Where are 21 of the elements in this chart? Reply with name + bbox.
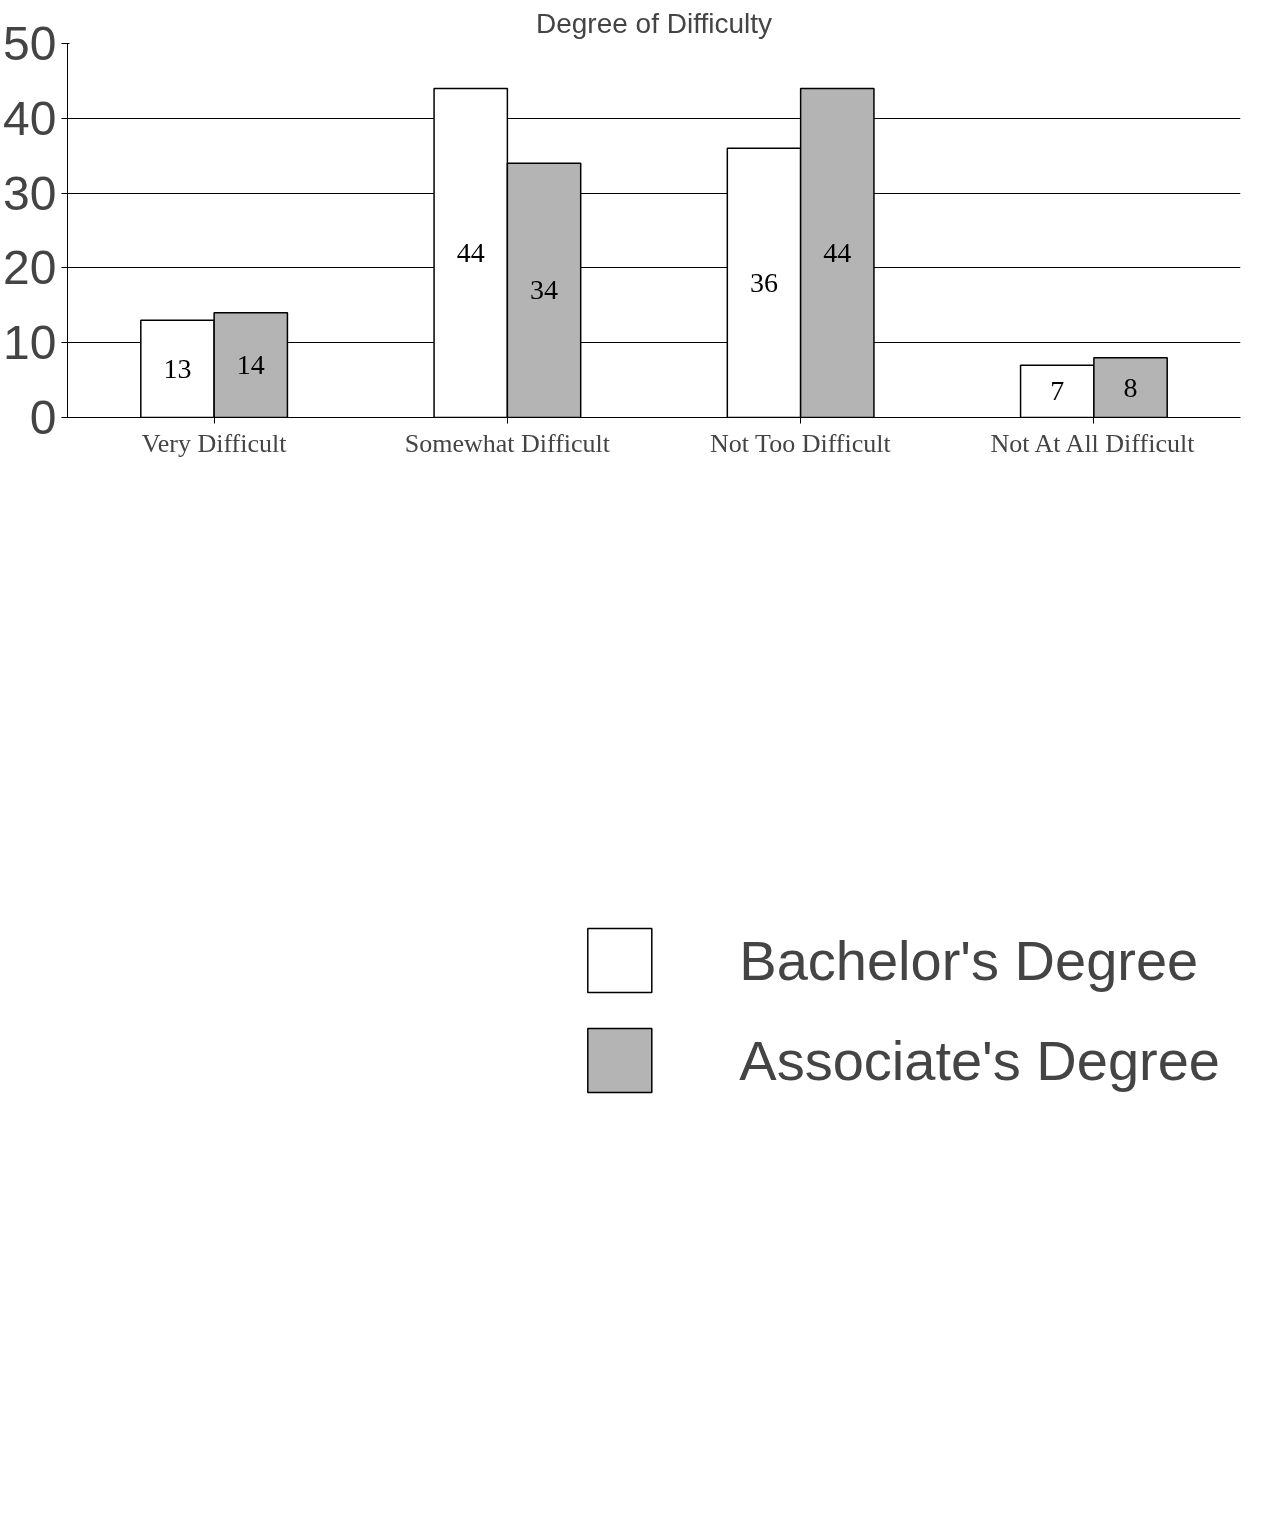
x-tick-label: Not Too Difficult bbox=[710, 428, 892, 458]
x-tick-label: Very Difficult bbox=[141, 428, 288, 458]
data-label: 8 bbox=[1123, 371, 1138, 403]
y-tick-label: 10 bbox=[3, 316, 57, 370]
chart-title: Degree of Difficulty bbox=[535, 7, 773, 39]
data-label: 34 bbox=[530, 274, 559, 306]
x-tick-label: Not At All Difficult bbox=[990, 428, 1196, 458]
y-tick-label: 0 bbox=[29, 391, 57, 444]
y-tick-label: 30 bbox=[3, 166, 57, 220]
data-label: 44 bbox=[823, 236, 852, 268]
data-label: 44 bbox=[456, 236, 485, 268]
data-label: 14 bbox=[236, 349, 265, 381]
data-label: 7 bbox=[1050, 375, 1065, 407]
y-tick-label: 20 bbox=[3, 241, 57, 295]
data-label: 36 bbox=[749, 266, 778, 298]
data-label: 13 bbox=[163, 352, 192, 384]
x-tick-label: Somewhat Difficult bbox=[404, 428, 611, 458]
y-tick-label: 40 bbox=[3, 91, 57, 145]
y-tick-label: 50 bbox=[3, 17, 57, 70]
legend-label: Associate's Degree bbox=[739, 1027, 1220, 1093]
legend-label: Bachelor's Degree bbox=[739, 927, 1199, 993]
